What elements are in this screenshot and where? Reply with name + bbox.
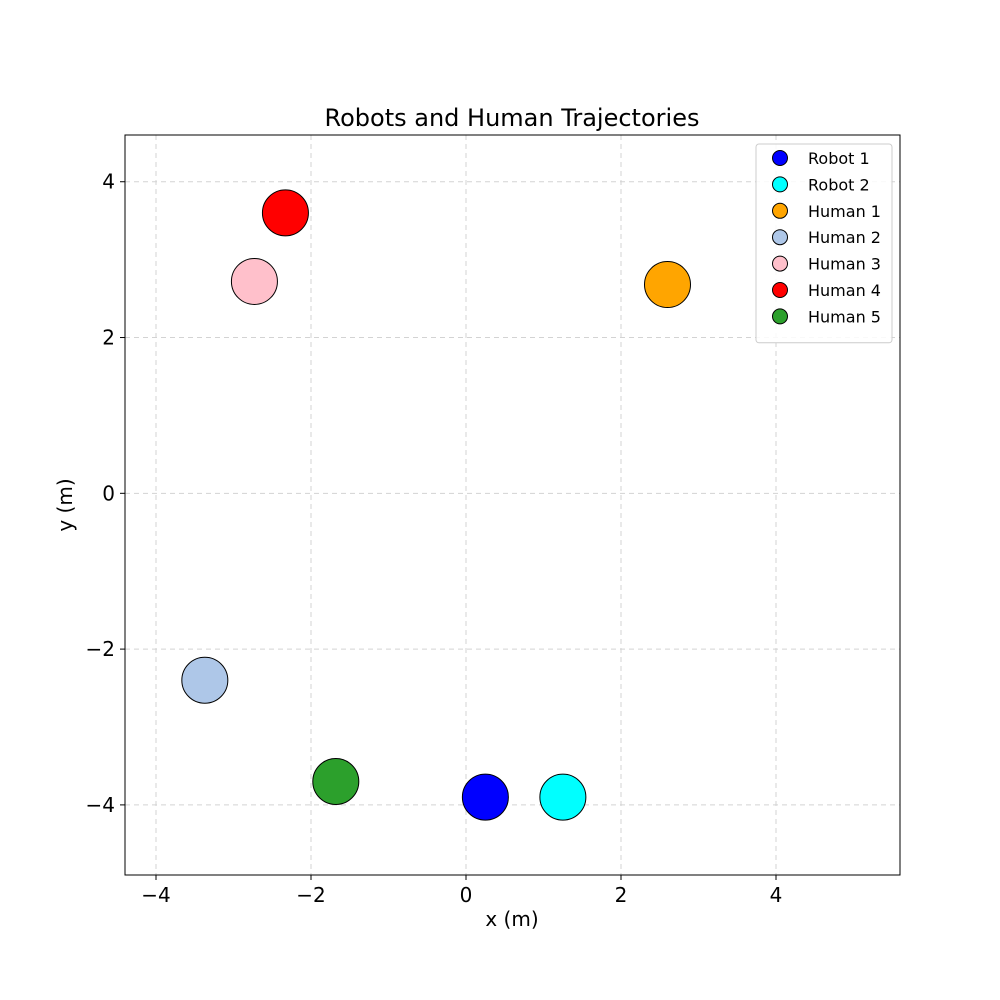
legend-label-human-2: Human 2: [808, 228, 881, 247]
chart-title: Robots and Human Trajectories: [325, 104, 700, 132]
legend-swatch-robot-2: [772, 176, 788, 193]
human-3-marker: [230, 257, 278, 305]
x-tick-label: −4: [141, 883, 170, 907]
human-4-marker: [261, 189, 309, 237]
y-tick-label: −4: [86, 793, 115, 817]
legend-label-robot-1: Robot 1: [808, 149, 870, 168]
human-2-marker: [181, 656, 229, 704]
legend-swatch-human-1: [772, 202, 788, 219]
human-1-marker: [644, 261, 691, 309]
data-points: [181, 189, 691, 821]
x-tick-label: 2: [615, 883, 628, 907]
x-tick-label: 0: [460, 883, 473, 907]
legend-swatch-human-2: [772, 229, 788, 246]
legend-swatch-robot-1: [772, 150, 788, 166]
legend-swatch-human-3: [772, 255, 788, 272]
legend-label-human-5: Human 5: [808, 307, 881, 326]
y-axis-label: y (m): [53, 478, 77, 531]
legend-label-human-1: Human 1: [808, 202, 881, 221]
legend-swatch-human-5: [772, 308, 788, 325]
legend-label-human-4: Human 4: [808, 281, 881, 300]
human-5-marker: [312, 758, 360, 806]
grid-lines: [125, 135, 900, 875]
legend-label-human-3: Human 3: [808, 255, 881, 274]
robot-2-marker: [539, 773, 587, 821]
legend-box: [755, 143, 893, 344]
x-tick-label: 4: [770, 883, 783, 907]
legend-label-robot-2: Robot 2: [808, 175, 870, 194]
legend: Robot 1 Robot 2 Human 1 Human 2 Human 3 Human…: [755, 143, 893, 344]
x-axis-label: x (m): [485, 907, 538, 931]
robot-1-marker: [461, 773, 509, 821]
y-axis-ticks: 4 2 0 −2 −4: [86, 170, 125, 817]
y-tick-label: 2: [102, 326, 115, 350]
x-tick-label: −2: [296, 883, 325, 907]
plot-frame: [124, 134, 901, 876]
x-axis-ticks: −4 −2 0 2 4: [141, 875, 782, 907]
y-tick-label: −2: [86, 637, 115, 661]
y-tick-label: 4: [102, 170, 115, 194]
y-tick-label: 0: [102, 481, 115, 505]
legend-swatch-human-4: [772, 282, 788, 298]
